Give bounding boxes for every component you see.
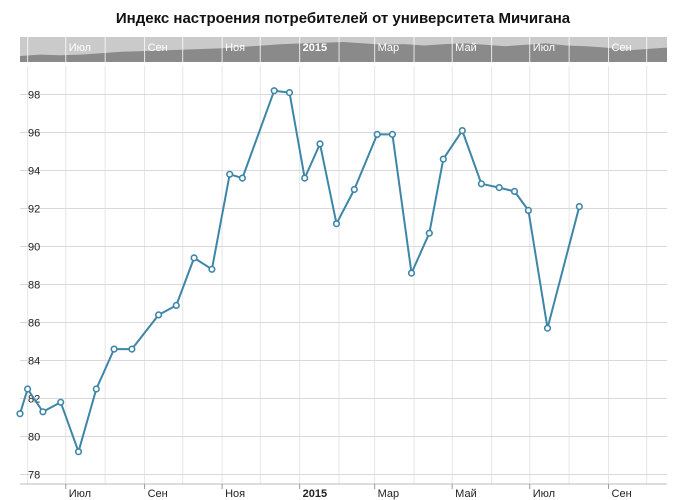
x-tick-label: Май xyxy=(455,488,477,500)
data-point xyxy=(575,203,583,211)
navigator-area xyxy=(20,42,667,62)
navigator-tick-label: 2015 xyxy=(303,42,327,54)
data-point xyxy=(524,206,533,214)
data-point xyxy=(285,88,294,97)
navigator-tick-label: Мар xyxy=(378,42,400,54)
y-tick-label: 98 xyxy=(28,90,40,102)
navigator-tick-label: Сен xyxy=(148,42,168,54)
data-point xyxy=(172,301,180,310)
y-tick-label: 96 xyxy=(28,128,40,140)
navigator-tick-label: Июл xyxy=(69,42,91,54)
data-point xyxy=(316,140,324,148)
data-point xyxy=(226,170,234,178)
data-point xyxy=(543,324,552,332)
series-layer xyxy=(16,87,583,456)
data-point xyxy=(425,229,433,237)
x-axis: Июл Сен Ноя 2015 Мар Май Июл Сен xyxy=(65,484,632,500)
data-point xyxy=(332,220,341,228)
data-point xyxy=(439,155,447,163)
x-tick-label: Мар xyxy=(378,488,400,500)
data-point xyxy=(24,385,32,393)
navigator-bar[interactable]: Июл Сен Ноя 2015 Мар Май Июл Сен xyxy=(20,37,667,62)
series-line xyxy=(19,89,581,453)
navigator-tick-label: Сен xyxy=(612,42,632,54)
y-tick-label: 90 xyxy=(28,242,40,254)
data-point xyxy=(128,345,136,353)
data-point xyxy=(301,174,309,182)
data-point xyxy=(74,448,83,456)
grid-lines xyxy=(20,66,667,485)
navigator-tick-label: Июл xyxy=(533,42,555,54)
data-point xyxy=(238,174,246,182)
y-tick-label: 88 xyxy=(28,280,40,292)
data-point xyxy=(495,184,503,192)
navigator-tick-label: Ноя xyxy=(225,42,245,54)
data-point xyxy=(155,311,163,319)
y-tick-label: 86 xyxy=(28,318,40,330)
data-point xyxy=(388,130,397,138)
chart-title: Индекс настроения потребителей от универ… xyxy=(116,10,571,27)
data-point xyxy=(407,269,416,277)
data-point xyxy=(270,87,278,95)
data-point xyxy=(510,187,519,195)
data-point xyxy=(92,385,100,393)
data-point xyxy=(57,398,65,406)
data-point xyxy=(39,408,47,416)
data-point xyxy=(190,254,198,262)
x-tick-label: Сен xyxy=(148,488,168,500)
x-tick-label: Сен xyxy=(612,488,632,500)
y-tick-label: 84 xyxy=(28,356,40,368)
y-tick-label: 78 xyxy=(28,470,40,482)
x-tick-label: Июл xyxy=(533,488,555,500)
y-tick-label: 92 xyxy=(28,204,40,216)
data-point xyxy=(208,265,216,273)
x-tick-label: Ноя xyxy=(225,488,245,500)
data-point xyxy=(110,345,118,353)
navigator-tick-label: Май xyxy=(455,42,477,54)
data-point xyxy=(458,127,466,135)
data-point xyxy=(477,180,486,188)
data-point xyxy=(350,185,358,194)
y-tick-label: 94 xyxy=(28,166,40,178)
y-tick-label: 80 xyxy=(28,432,40,444)
data-point xyxy=(373,130,381,138)
x-tick-label: Июл xyxy=(69,488,91,500)
x-tick-label: 2015 xyxy=(303,488,327,500)
data-point xyxy=(16,410,24,418)
